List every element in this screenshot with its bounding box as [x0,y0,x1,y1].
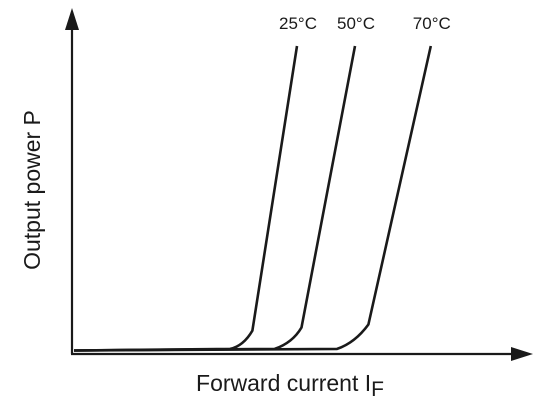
axes [65,8,533,361]
y-axis-label: Output power P [19,110,45,270]
x-axis-arrow [511,347,533,361]
x-axis-label-subscript: F [371,378,384,398]
x-axis-label-main: Forward current I [196,370,371,396]
series-curves [73,45,433,352]
series-label-25c: 25°C [279,14,317,33]
y-axis-arrow [65,8,79,30]
x-axis-label: Forward current IF [196,370,384,398]
series-label-50c: 50°C [337,14,375,33]
series-labels: 25°C 50°C 70°C [279,14,451,33]
curve-25c [73,45,299,352]
curve-50c [73,45,357,352]
series-label-70c: 70°C [413,14,451,33]
curve-70c [73,45,433,352]
